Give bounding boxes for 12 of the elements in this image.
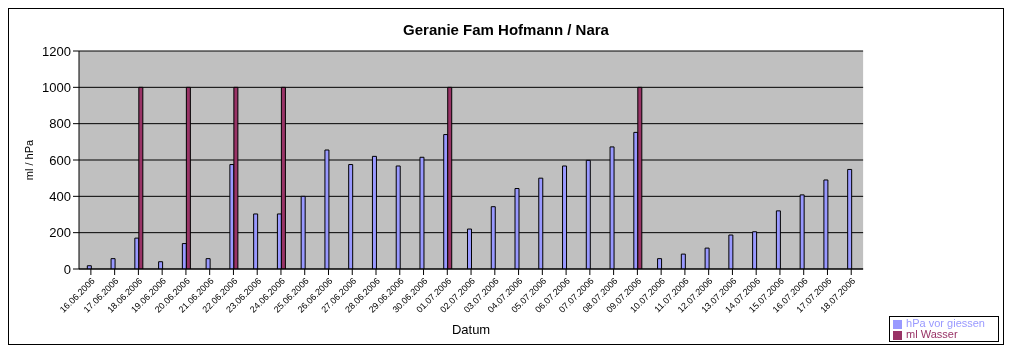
- chart-title: Geranie Fam Hofmann / Nara: [402, 21, 610, 38]
- legend-label: ml Wasser: [906, 328, 958, 340]
- y-tick-label: 800: [49, 116, 71, 132]
- y-tick-label: 1200: [42, 43, 71, 59]
- y-axis-title: ml / hPa: [22, 138, 35, 181]
- y-tick-label: 0: [63, 261, 71, 277]
- y-tick-label: 600: [49, 152, 71, 168]
- y-tick-label: 400: [49, 188, 71, 204]
- x-axis-title: Datum: [451, 322, 491, 337]
- y-tick-label: 200: [49, 225, 71, 241]
- legend-label: hPa vor giessen: [906, 317, 985, 329]
- y-tick-label: 1000: [42, 79, 71, 95]
